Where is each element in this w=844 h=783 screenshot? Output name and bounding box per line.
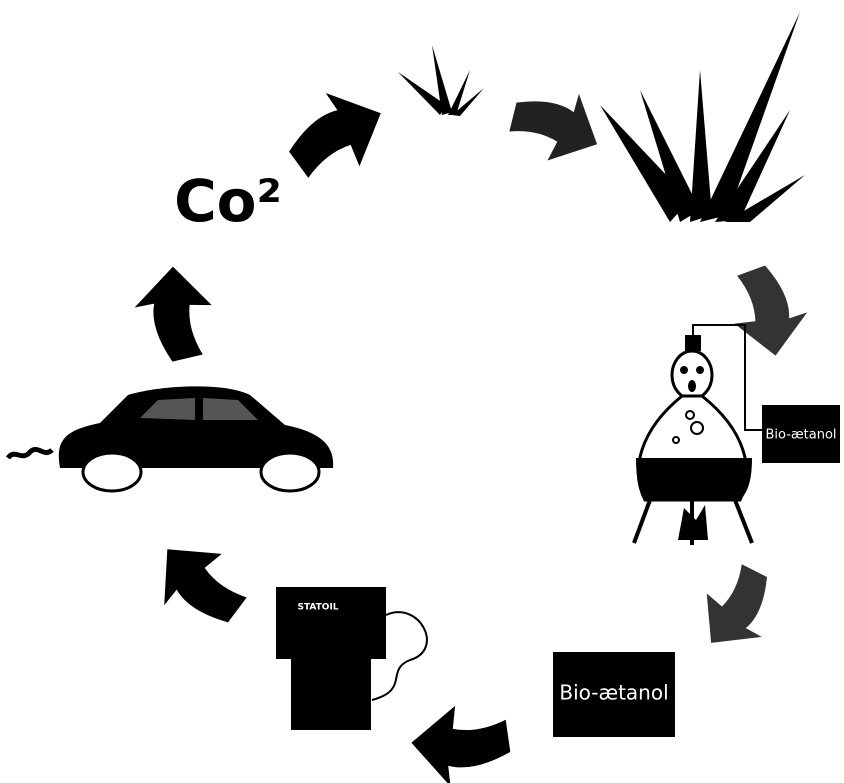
distillation-label: Bio-ætanol	[765, 428, 836, 443]
product-label: Bio-ætanol	[559, 681, 668, 705]
arrow	[138, 524, 259, 645]
arrow	[273, 75, 398, 193]
co2-label: Co²	[174, 167, 282, 235]
car	[8, 386, 333, 491]
pump-brand: STATOIL	[297, 603, 338, 613]
small-grass	[398, 45, 484, 116]
big-grass	[600, 12, 805, 222]
arrow	[501, 73, 612, 175]
arrow	[685, 554, 792, 665]
arrow	[724, 259, 815, 363]
arrow	[131, 264, 216, 365]
biofuel-cycle: Co² B	[0, 0, 844, 783]
arrow	[411, 706, 510, 783]
distillation-flask	[634, 325, 762, 545]
